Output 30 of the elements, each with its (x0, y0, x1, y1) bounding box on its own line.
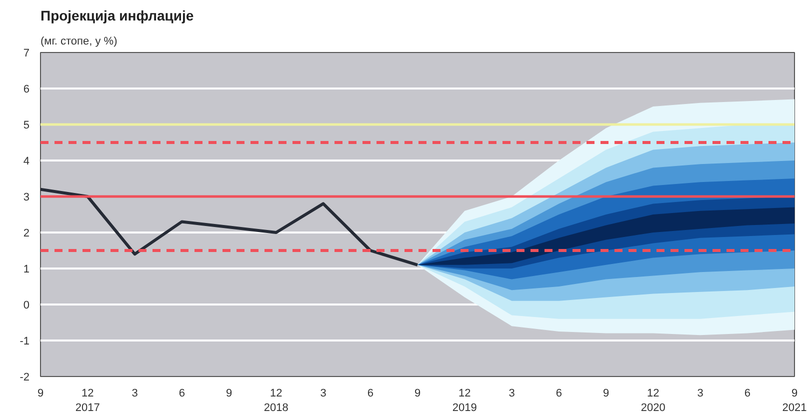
y-tick-label: 2 (23, 228, 30, 240)
y-tick-label: 4 (23, 156, 30, 168)
y-tick-label: 7 (23, 48, 30, 60)
x-tick-label: 6 (556, 388, 562, 400)
line-series (40, 188, 419, 266)
chart-subtitle: (мг. стопе, у %) (40, 36, 118, 48)
x-tick-label: 3 (508, 388, 515, 400)
y-tick-label: 0 (23, 300, 30, 312)
x-tick-label: 12 2018 (264, 388, 288, 414)
x-tick-label: 3 (697, 388, 704, 400)
x-tick-label: 12 2020 (640, 388, 666, 414)
x-tick-label: 12 2017 (75, 388, 100, 414)
y-tick-label: 5 (23, 120, 30, 132)
y-tick-label: 6 (23, 84, 30, 96)
x-tick-label: 9 (226, 388, 232, 400)
y-tick-label: 3 (23, 192, 30, 204)
x-tick-label: 9 (37, 388, 44, 400)
x-tick-label: 6 (178, 388, 185, 400)
x-tick-label: 6 (367, 388, 374, 400)
x-tick-label: 9 2021 (782, 388, 807, 414)
x-tick-label: 9 (414, 388, 421, 400)
x-tick-label: 3 (132, 388, 138, 400)
y-tick-label: 1 (23, 264, 30, 276)
y-tick-label: -1 (20, 336, 30, 348)
x-tick-label: 9 (602, 388, 610, 400)
x-tick-label: 3 (320, 388, 326, 400)
x-tick-label: 12 2019 (452, 388, 477, 414)
x-tick-label: 6 (744, 388, 750, 400)
chart-title: Пројекција инфлације (40, 8, 194, 24)
y-tick-label: -2 (20, 372, 30, 384)
